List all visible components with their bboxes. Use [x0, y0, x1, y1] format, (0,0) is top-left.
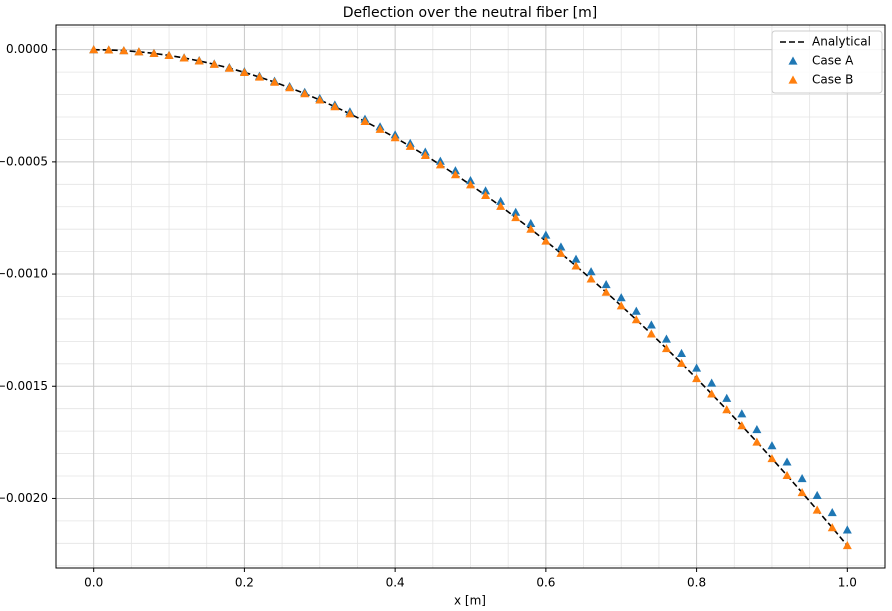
marker	[707, 389, 717, 398]
marker	[360, 116, 370, 125]
marker	[782, 470, 792, 480]
marker	[239, 67, 249, 76]
marker	[661, 343, 671, 353]
marker	[420, 150, 430, 159]
x-tick-label: 0.0	[84, 576, 103, 590]
marker	[89, 45, 99, 54]
marker	[571, 254, 581, 263]
x-tick-label: 0.4	[386, 576, 405, 590]
marker	[375, 124, 385, 133]
marker	[435, 160, 445, 169]
marker	[496, 196, 506, 205]
marker	[481, 186, 491, 195]
marker	[782, 457, 792, 466]
marker	[646, 329, 656, 338]
marker	[797, 474, 807, 483]
marker	[661, 334, 671, 343]
x-tick-label: 0.8	[687, 576, 706, 590]
marker	[631, 315, 641, 324]
marker	[496, 201, 506, 210]
plot-frame	[55, 24, 886, 569]
marker	[300, 89, 310, 98]
legend-label: Analytical	[812, 35, 871, 49]
marker	[601, 279, 611, 289]
marker	[737, 409, 747, 418]
marker	[707, 378, 717, 387]
marker	[164, 50, 174, 60]
legend-marker	[788, 75, 798, 84]
marker	[541, 236, 551, 245]
marker	[646, 320, 656, 329]
marker	[270, 77, 280, 86]
marker	[224, 63, 234, 72]
marker	[209, 59, 219, 68]
x-tick-label: 1.0	[838, 576, 857, 590]
marker	[149, 48, 159, 57]
marker	[285, 83, 295, 92]
marker	[466, 176, 475, 185]
marker	[330, 102, 340, 111]
marker	[134, 47, 144, 56]
marker	[119, 46, 129, 55]
marker	[722, 393, 732, 402]
y-tick-label: −0.0020	[0, 491, 48, 505]
marker	[345, 109, 355, 118]
x-axis-label: x [m]	[454, 594, 486, 608]
marker	[586, 274, 596, 283]
marker	[812, 505, 822, 514]
marker	[571, 261, 581, 270]
marker	[390, 133, 400, 142]
marker	[526, 218, 536, 228]
marker	[677, 348, 687, 357]
marker	[752, 425, 762, 434]
marker	[616, 293, 626, 302]
marker	[616, 301, 626, 310]
marker	[556, 248, 566, 257]
marker	[481, 190, 491, 199]
marker	[511, 213, 521, 222]
marker	[752, 437, 762, 446]
marker	[767, 441, 777, 450]
marker	[104, 45, 114, 54]
y-tick-label: 0.0000	[6, 42, 48, 56]
marker	[827, 508, 837, 517]
legend-box	[771, 30, 883, 94]
marker	[842, 541, 852, 550]
marker	[812, 490, 822, 499]
x-tick-label: 0.6	[536, 576, 555, 590]
y-tick-label: −0.0005	[0, 154, 48, 168]
marker	[526, 224, 536, 233]
marker	[842, 525, 852, 534]
marker	[194, 56, 204, 65]
marker	[677, 358, 687, 367]
x-tick-label: 0.2	[235, 576, 254, 590]
marker	[405, 141, 415, 150]
legend-marker	[788, 56, 798, 65]
marker	[797, 488, 807, 497]
marker	[767, 454, 777, 463]
y-tick-label: −0.0015	[0, 379, 48, 393]
marker	[466, 180, 475, 189]
marker	[541, 230, 551, 239]
marker	[692, 373, 702, 383]
marker	[692, 363, 702, 372]
y-tick-label: −0.0010	[0, 267, 48, 281]
marker	[450, 170, 460, 179]
marker	[556, 242, 566, 251]
marker	[315, 95, 325, 104]
marker	[254, 72, 264, 81]
legend-label: Case A	[812, 54, 854, 68]
marker	[827, 523, 837, 532]
legend-label: Case B	[812, 73, 853, 87]
marker	[586, 267, 596, 276]
chart-title: Deflection over the neutral fiber [m]	[343, 5, 598, 21]
marker	[737, 421, 747, 430]
marker	[601, 287, 611, 296]
marker	[722, 405, 732, 414]
marker	[511, 207, 521, 216]
marker	[179, 53, 189, 62]
marker	[631, 306, 641, 315]
